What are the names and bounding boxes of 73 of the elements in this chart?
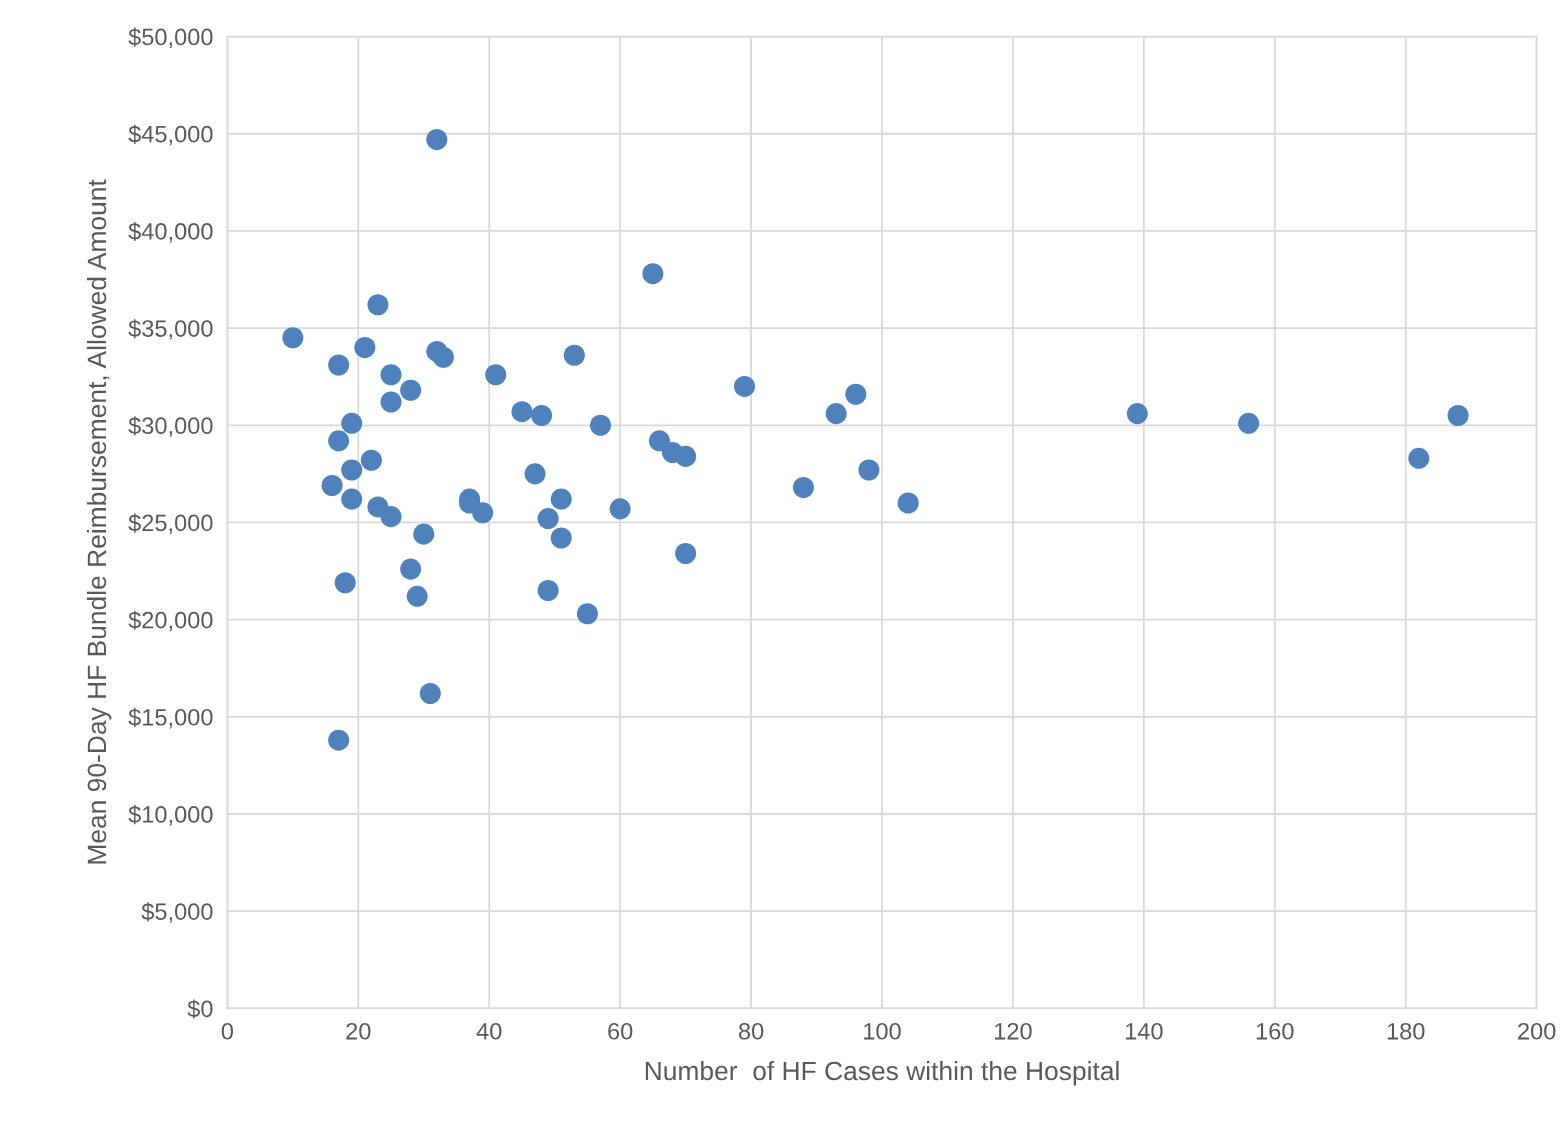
point xyxy=(380,391,402,413)
x-tick-label: 120 xyxy=(995,1022,1032,1040)
y-tick-label: $45,000 xyxy=(128,124,213,146)
point xyxy=(563,344,585,366)
x-tick-label: 60 xyxy=(608,1022,633,1040)
point xyxy=(400,558,422,580)
x-tick-label: 20 xyxy=(346,1022,371,1040)
point xyxy=(589,414,612,436)
point xyxy=(537,508,559,530)
y-tick-label: $30,000 xyxy=(128,416,213,437)
point xyxy=(321,475,343,497)
x-tick-label: 80 xyxy=(738,1022,764,1040)
point xyxy=(328,354,350,376)
point xyxy=(550,527,572,549)
point xyxy=(531,405,553,427)
point xyxy=(341,488,363,510)
x-tick-label: 40 xyxy=(476,1022,502,1040)
point xyxy=(413,523,435,545)
point xyxy=(472,502,494,524)
point xyxy=(360,449,382,471)
point xyxy=(432,346,454,368)
point xyxy=(733,375,756,397)
point xyxy=(550,488,572,510)
y-tick-label: $25,000 xyxy=(128,513,213,535)
x-tick-label: 100 xyxy=(864,1022,901,1040)
point xyxy=(792,476,814,499)
point xyxy=(675,543,697,565)
point xyxy=(282,327,304,349)
point xyxy=(609,498,631,520)
point xyxy=(485,364,507,386)
y-tick-label: $5,000 xyxy=(141,902,213,923)
y-tick-label: $50,000 xyxy=(128,27,213,49)
point xyxy=(642,263,664,285)
y-axis-title: Mean 90-Day HF Bundle Reimbursement, Allowed Amount xyxy=(86,179,112,864)
point xyxy=(1447,405,1469,427)
y-tick-label: $15,000 xyxy=(128,707,213,729)
point xyxy=(524,463,546,485)
y-tick-label: $10,000 xyxy=(128,805,213,826)
y-tick-label: $35,000 xyxy=(128,319,213,340)
point xyxy=(1126,403,1148,425)
point xyxy=(537,579,559,602)
y-tick-label: $0 xyxy=(187,999,213,1019)
point xyxy=(380,506,402,528)
point xyxy=(858,459,880,481)
x-tick-label: 180 xyxy=(1387,1022,1425,1040)
point xyxy=(648,430,670,452)
x-tick-label: 140 xyxy=(1125,1022,1163,1040)
point xyxy=(825,403,847,425)
point xyxy=(367,294,389,316)
point xyxy=(406,585,428,607)
point xyxy=(380,364,402,386)
point xyxy=(328,430,350,452)
point xyxy=(576,603,598,625)
point xyxy=(511,401,533,423)
point xyxy=(1408,447,1430,469)
x-tick-label: 0 xyxy=(221,1022,233,1040)
y-tick-label: $40,000 xyxy=(128,221,213,243)
point xyxy=(328,729,350,751)
point xyxy=(897,492,919,514)
point xyxy=(354,337,376,359)
point xyxy=(400,379,422,401)
y-tick-label: $20,000 xyxy=(128,610,213,632)
point xyxy=(845,383,867,405)
point xyxy=(419,682,441,705)
x-axis-title: Number of HF Cases within the Hospital xyxy=(645,1060,1119,1086)
x-tick-label: 200 xyxy=(1518,1022,1556,1040)
point xyxy=(426,129,448,151)
point xyxy=(341,459,363,481)
x-tick-label: 160 xyxy=(1256,1022,1294,1040)
point xyxy=(1238,412,1260,434)
point xyxy=(341,412,363,434)
point xyxy=(334,572,356,594)
point xyxy=(675,445,697,467)
